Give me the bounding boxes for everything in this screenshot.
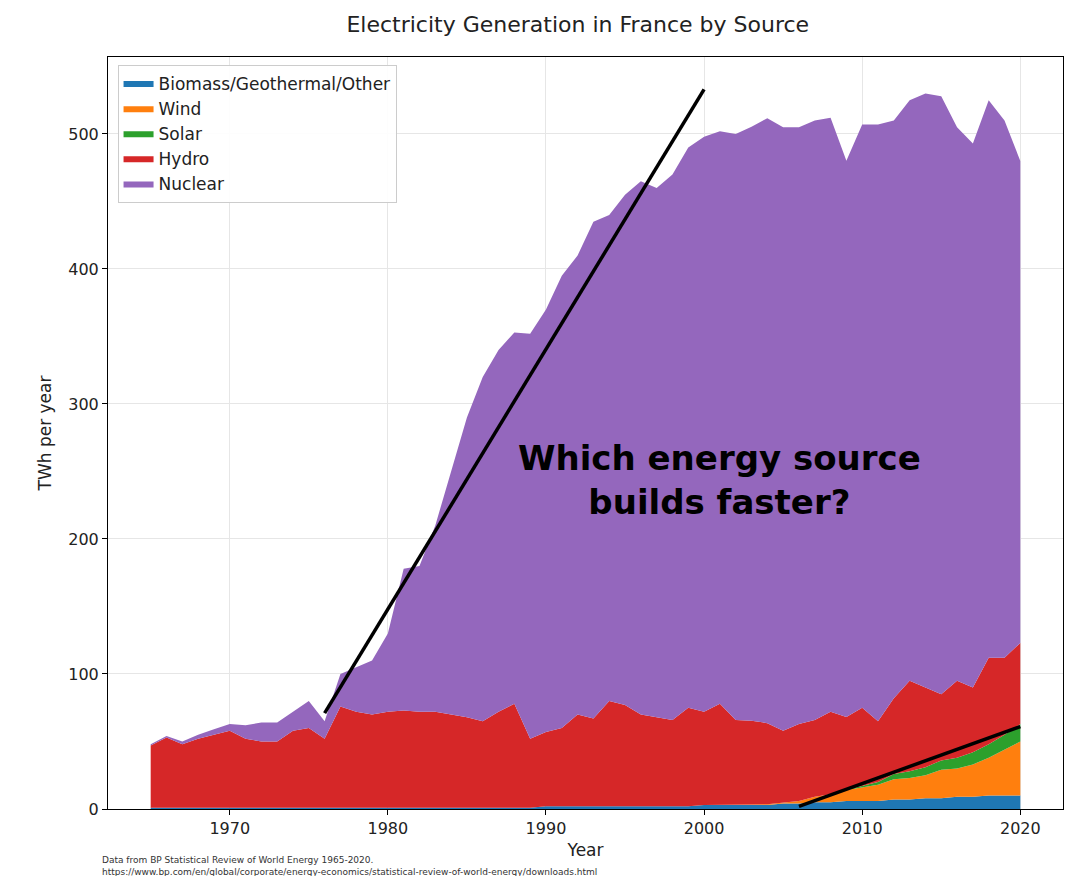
svg-text:1980: 1980 (368, 819, 409, 838)
svg-text:Biomass/Geothermal/Other: Biomass/Geothermal/Other (159, 74, 391, 94)
svg-text:400: 400 (68, 260, 99, 279)
svg-text:300: 300 (68, 395, 99, 414)
svg-text:Data from BP Statistical Revie: Data from BP Statistical Review of World… (102, 855, 373, 865)
svg-text:Which energy sourcebuilds fast: Which energy sourcebuilds faster? (518, 438, 921, 522)
svg-text:500: 500 (68, 125, 99, 144)
svg-text:Nuclear: Nuclear (159, 174, 224, 194)
svg-text:Electricity Generation in Fran: Electricity Generation in France by Sour… (346, 12, 809, 37)
svg-text:Solar: Solar (159, 124, 202, 144)
svg-text:Wind: Wind (159, 99, 202, 119)
svg-text:Year: Year (567, 840, 604, 860)
svg-text:200: 200 (68, 530, 99, 549)
svg-text:0: 0 (89, 800, 99, 819)
svg-text:https://www.bp.com/en/global/c: https://www.bp.com/en/global/corporate/e… (102, 867, 597, 876)
svg-text:2010: 2010 (842, 819, 883, 838)
svg-text:1990: 1990 (526, 819, 567, 838)
svg-text:1970: 1970 (209, 819, 250, 838)
svg-text:2020: 2020 (1000, 819, 1041, 838)
svg-text:100: 100 (68, 665, 99, 684)
svg-text:TWh per year: TWh per year (35, 376, 55, 492)
svg-text:2000: 2000 (684, 819, 725, 838)
svg-text:Hydro: Hydro (159, 149, 210, 169)
